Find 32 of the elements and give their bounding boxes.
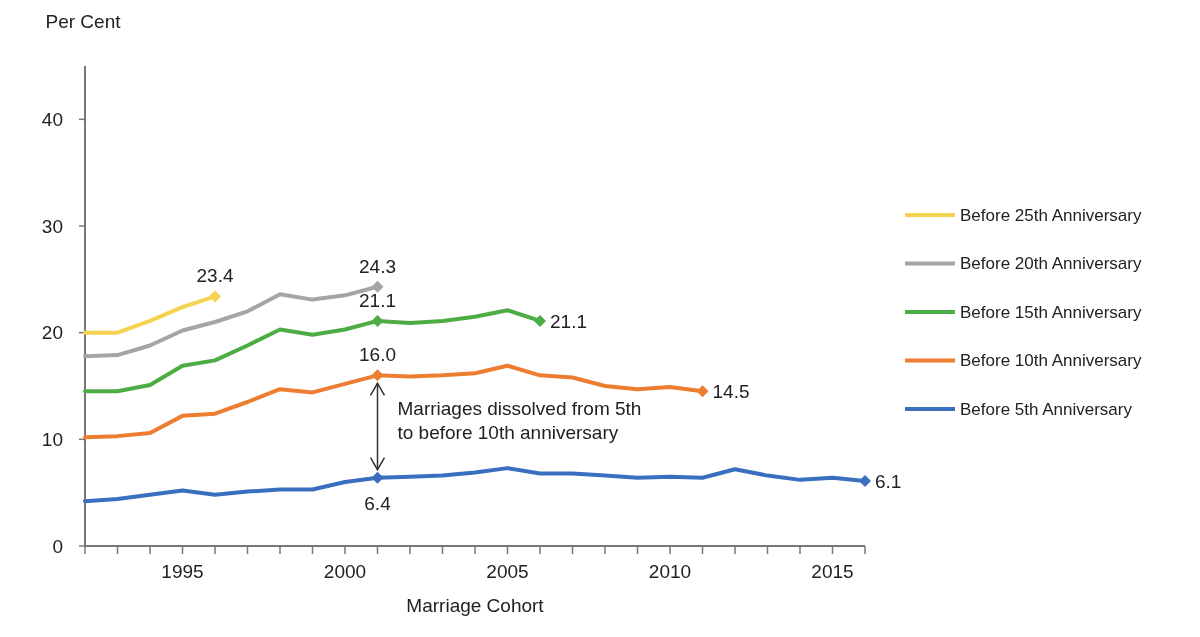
point: [696, 385, 709, 398]
point: [371, 280, 384, 293]
y-tick-label: 30: [41, 215, 63, 237]
x-tick-label: 2000: [323, 561, 367, 582]
data-label: 6.4: [364, 492, 392, 514]
legend-label: Before 10th Anniversary: [960, 351, 1142, 371]
legend-label: Before 20th Anniversary: [960, 254, 1142, 274]
y-tick-label: 40: [41, 108, 63, 130]
data-label: 21.1: [359, 289, 396, 311]
x-tick-label: 1995: [161, 561, 204, 582]
legend-label: Before 5th Anniversary: [960, 399, 1133, 419]
point: [371, 314, 384, 327]
annotation: Marriages dissolved from 5th to before 10th anniversary: [397, 397, 642, 443]
x-tick-label: 2010: [648, 561, 692, 582]
x-axis-title: Marriage Cohort: [406, 595, 545, 616]
data-label: 6.1: [875, 470, 902, 492]
y-tick-label: 10: [41, 428, 63, 450]
legend-label: Before 15th Anniversary: [960, 302, 1142, 322]
y-tick-label: 20: [41, 322, 63, 344]
point: [534, 314, 546, 327]
legend-label: Before 25th Anniversary: [960, 205, 1142, 225]
point: [209, 290, 221, 303]
data-label: 21.1: [550, 310, 587, 332]
y-axis-title: Per Cent: [45, 11, 122, 32]
x-tick-label: 2015: [811, 561, 854, 582]
data-label: 16.0: [359, 344, 396, 366]
data-label: 24.3: [359, 255, 396, 277]
data-label: 14.5: [712, 381, 750, 403]
data-label: 23.4: [196, 265, 234, 287]
x-tick-label: 2005: [486, 561, 529, 582]
y-tick-label: 0: [52, 535, 63, 557]
point: [859, 474, 871, 487]
